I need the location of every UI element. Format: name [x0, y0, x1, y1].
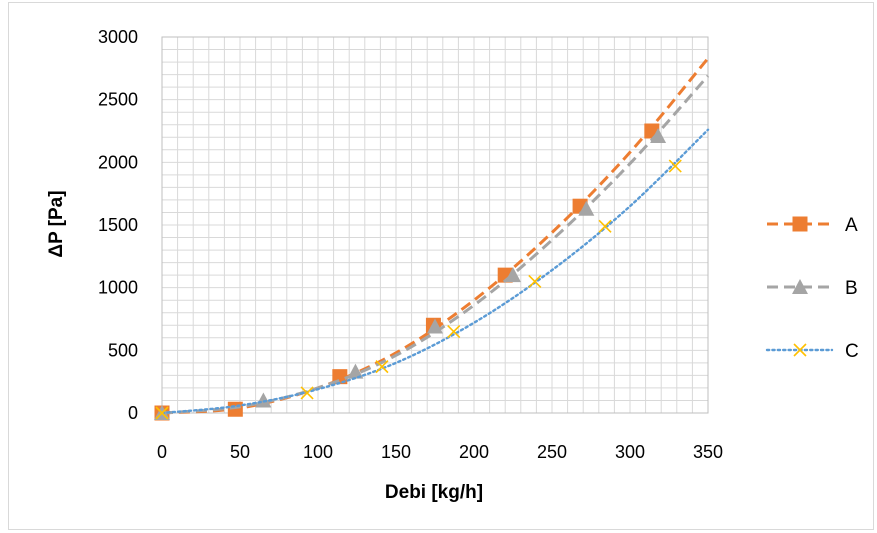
x-tick-label: 150 — [381, 442, 411, 462]
data-point — [255, 392, 272, 408]
data-point — [598, 219, 612, 233]
data-point — [578, 200, 595, 216]
data-point — [668, 159, 682, 173]
y-tick-label: 0 — [128, 403, 138, 423]
y-axis-title: ΔP [Pa] — [46, 190, 67, 257]
trendline-A — [161, 57, 710, 415]
data-point — [375, 360, 389, 374]
legend-label: C — [845, 341, 859, 362]
x-tick-label: 200 — [459, 442, 489, 462]
legend-item-A: A — [767, 215, 858, 236]
x-tick-labels: 0 50 100 150 200 250 300 350 — [157, 442, 723, 462]
data-point — [505, 267, 521, 283]
y-tick-label: 500 — [108, 340, 138, 360]
y-tick-label: 1000 — [98, 278, 138, 298]
y-tick-label: 2500 — [98, 90, 138, 110]
x-tick-label: 50 — [230, 442, 250, 462]
x-tick-label: 250 — [537, 442, 567, 462]
y-tick-label: 3000 — [98, 27, 138, 47]
legend-label: B — [845, 278, 858, 299]
data-point — [347, 363, 364, 379]
x-tick-label: 300 — [615, 442, 645, 462]
legend: A B C — [765, 215, 859, 362]
data-point — [528, 274, 542, 288]
chart-frame — [8, 2, 874, 530]
data-point — [300, 386, 314, 400]
legend-item-C: C — [765, 341, 859, 362]
data-point — [650, 128, 667, 144]
grid — [161, 36, 709, 414]
trendline-B — [161, 74, 710, 415]
data-point — [447, 324, 461, 339]
legend-marker — [792, 216, 808, 232]
series-C — [155, 128, 710, 420]
legend-item-B: B — [767, 278, 858, 299]
legend-label: A — [845, 215, 858, 236]
data-point — [155, 406, 169, 420]
y-tick-label: 1500 — [98, 215, 138, 235]
data-point — [427, 318, 443, 334]
x-tick-label: 350 — [693, 442, 723, 462]
legend-marker — [792, 279, 808, 294]
x-tick-label: 0 — [157, 442, 167, 462]
series-layer — [154, 57, 710, 421]
legend-marker — [793, 343, 807, 357]
series-B — [154, 74, 710, 420]
y-tick-labels: 0 500 1000 1500 2000 2500 3000 — [98, 27, 138, 423]
x-tick-label: 100 — [303, 442, 333, 462]
x-axis-title: Debi [kg/h] — [385, 482, 483, 503]
y-tick-label: 2000 — [98, 152, 138, 172]
trendline-C — [160, 128, 710, 415]
plot-border — [161, 36, 709, 414]
plot-area — [161, 36, 709, 414]
